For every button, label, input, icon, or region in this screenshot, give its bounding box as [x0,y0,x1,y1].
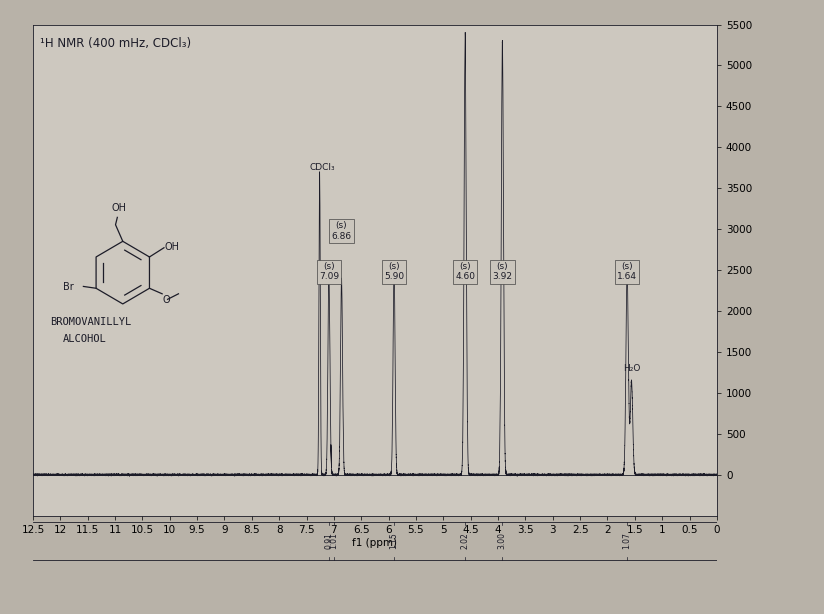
Text: ALCOHOL: ALCOHOL [63,334,106,344]
Text: ¹H NMR (400 mHz, CDCl₃): ¹H NMR (400 mHz, CDCl₃) [40,37,191,50]
Text: 3.00: 3.00 [498,532,507,549]
Text: Br: Br [63,282,74,292]
Text: (s)
3.92: (s) 3.92 [493,262,513,281]
Text: O: O [162,295,170,305]
Text: (s)
4.60: (s) 4.60 [455,262,475,281]
Text: 0.91: 0.91 [325,532,334,549]
Text: H₂O: H₂O [623,364,641,373]
Text: (s)
5.90: (s) 5.90 [384,262,404,281]
Text: 1.07: 1.07 [623,532,632,549]
Text: 2.02: 2.02 [461,532,470,549]
Text: (s)
7.09: (s) 7.09 [319,262,339,281]
Text: BROMOVANILLYL: BROMOVANILLYL [50,317,132,327]
X-axis label: f1 (ppm): f1 (ppm) [353,538,397,548]
Text: 1.01: 1.01 [330,532,339,549]
Text: CDCl₃: CDCl₃ [309,163,335,173]
Text: (s)
6.86: (s) 6.86 [331,221,352,241]
Text: 1.15: 1.15 [390,532,399,549]
Text: (s)
1.64: (s) 1.64 [617,262,637,281]
Text: OH: OH [165,242,180,252]
Text: OH: OH [111,203,127,213]
